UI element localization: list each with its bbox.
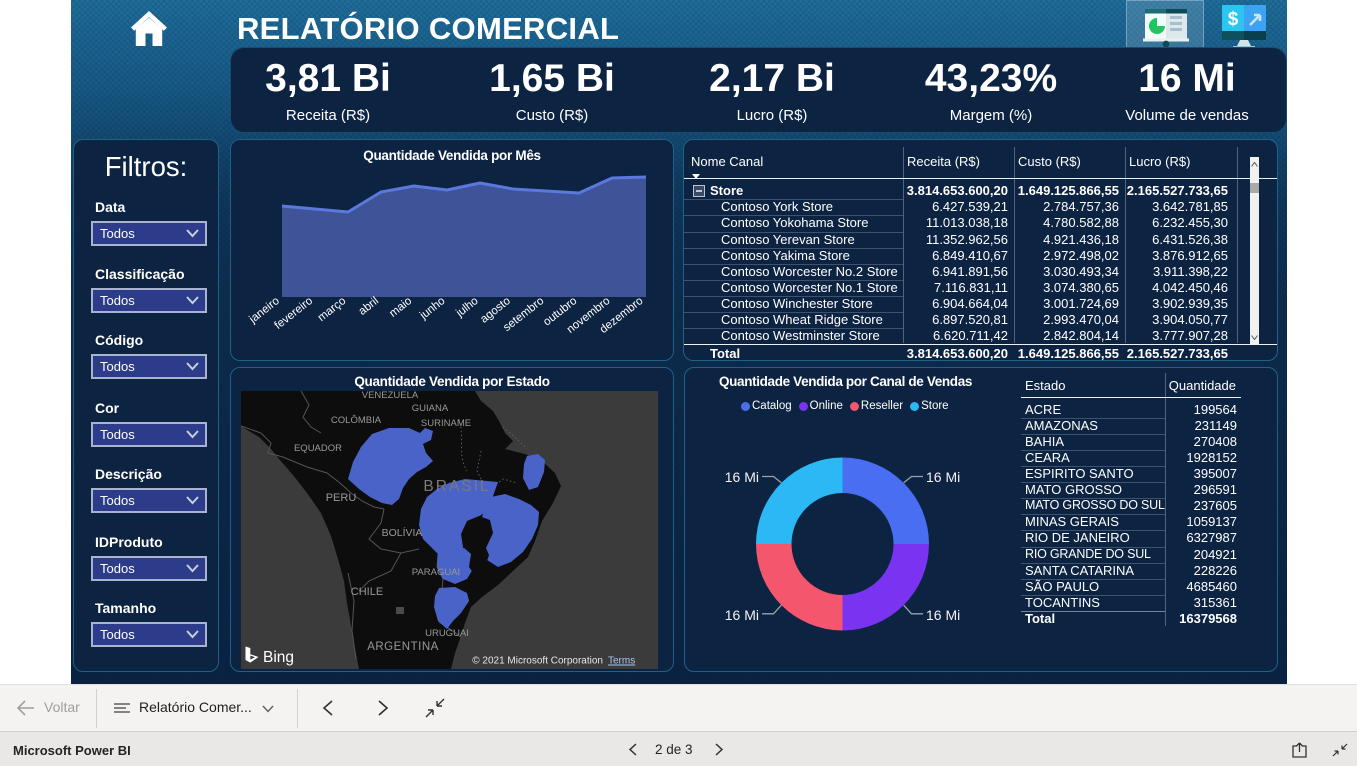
svg-text:$: $ [1228,9,1239,30]
svg-text:Bing: Bing [263,649,294,666]
svg-text:GUIANA: GUIANA [412,403,449,414]
svg-text:Terms: Terms [608,656,635,667]
svg-text:BRASIL: BRASIL [423,478,490,495]
svg-text:COLÔMBIA: COLÔMBIA [331,415,382,426]
svg-text:CHILE: CHILE [351,586,383,598]
svg-text:ARGENTINA: ARGENTINA [367,641,439,653]
svg-text:© 2021 Microsoft Corporation: © 2021 Microsoft Corporation [472,656,603,667]
svg-text:URUGUAI: URUGUAI [425,628,469,639]
svg-text:VENEZUELA: VENEZUELA [362,391,419,401]
svg-text:PARAGUAI: PARAGUAI [412,567,460,578]
svg-text:EQUADOR: EQUADOR [294,443,342,454]
svg-text:SURINAME: SURINAME [421,418,471,429]
svg-text:BOLÍVIA: BOLÍVIA [382,526,423,539]
svg-text:PERU: PERU [326,492,357,504]
